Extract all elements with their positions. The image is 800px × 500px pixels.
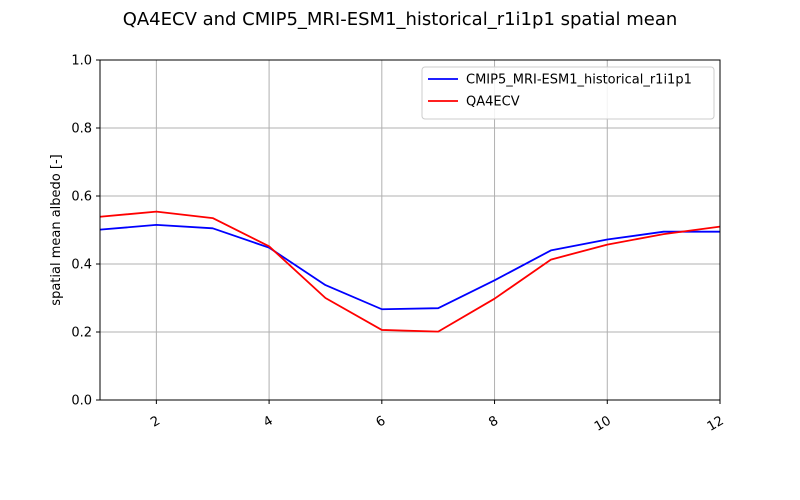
legend-box [421, 66, 715, 120]
y-axis-label: spatial mean albedo [-] [49, 154, 64, 305]
plot-frame [99, 59, 721, 401]
legend-label: CMIP5_MRI-ESM1_historical_r1i1p1 [466, 73, 692, 88]
legend-label: QA4ECV [466, 95, 520, 110]
series-line [99, 223, 720, 311]
y-tick-label: 0.8 [71, 122, 92, 137]
legend: CMIP5_MRI-ESM1_historical_r1i1p1 QA4ECV [421, 66, 715, 120]
x-tick-label: 12 [705, 413, 727, 434]
y-tick-label: 0.2 [71, 326, 92, 341]
y-tick-label: 0.4 [71, 258, 92, 273]
chart-title: QA4ECV and CMIP5_MRI-ESM1_historical_r1i… [123, 9, 678, 30]
series-lines [99, 210, 721, 333]
x-tick-label: 10 [592, 413, 614, 434]
y-tick-label: 0.6 [71, 190, 92, 205]
y-tick-label: 1.0 [71, 54, 92, 69]
series-line [99, 210, 721, 333]
y-tick-label: 0.0 [71, 394, 92, 409]
